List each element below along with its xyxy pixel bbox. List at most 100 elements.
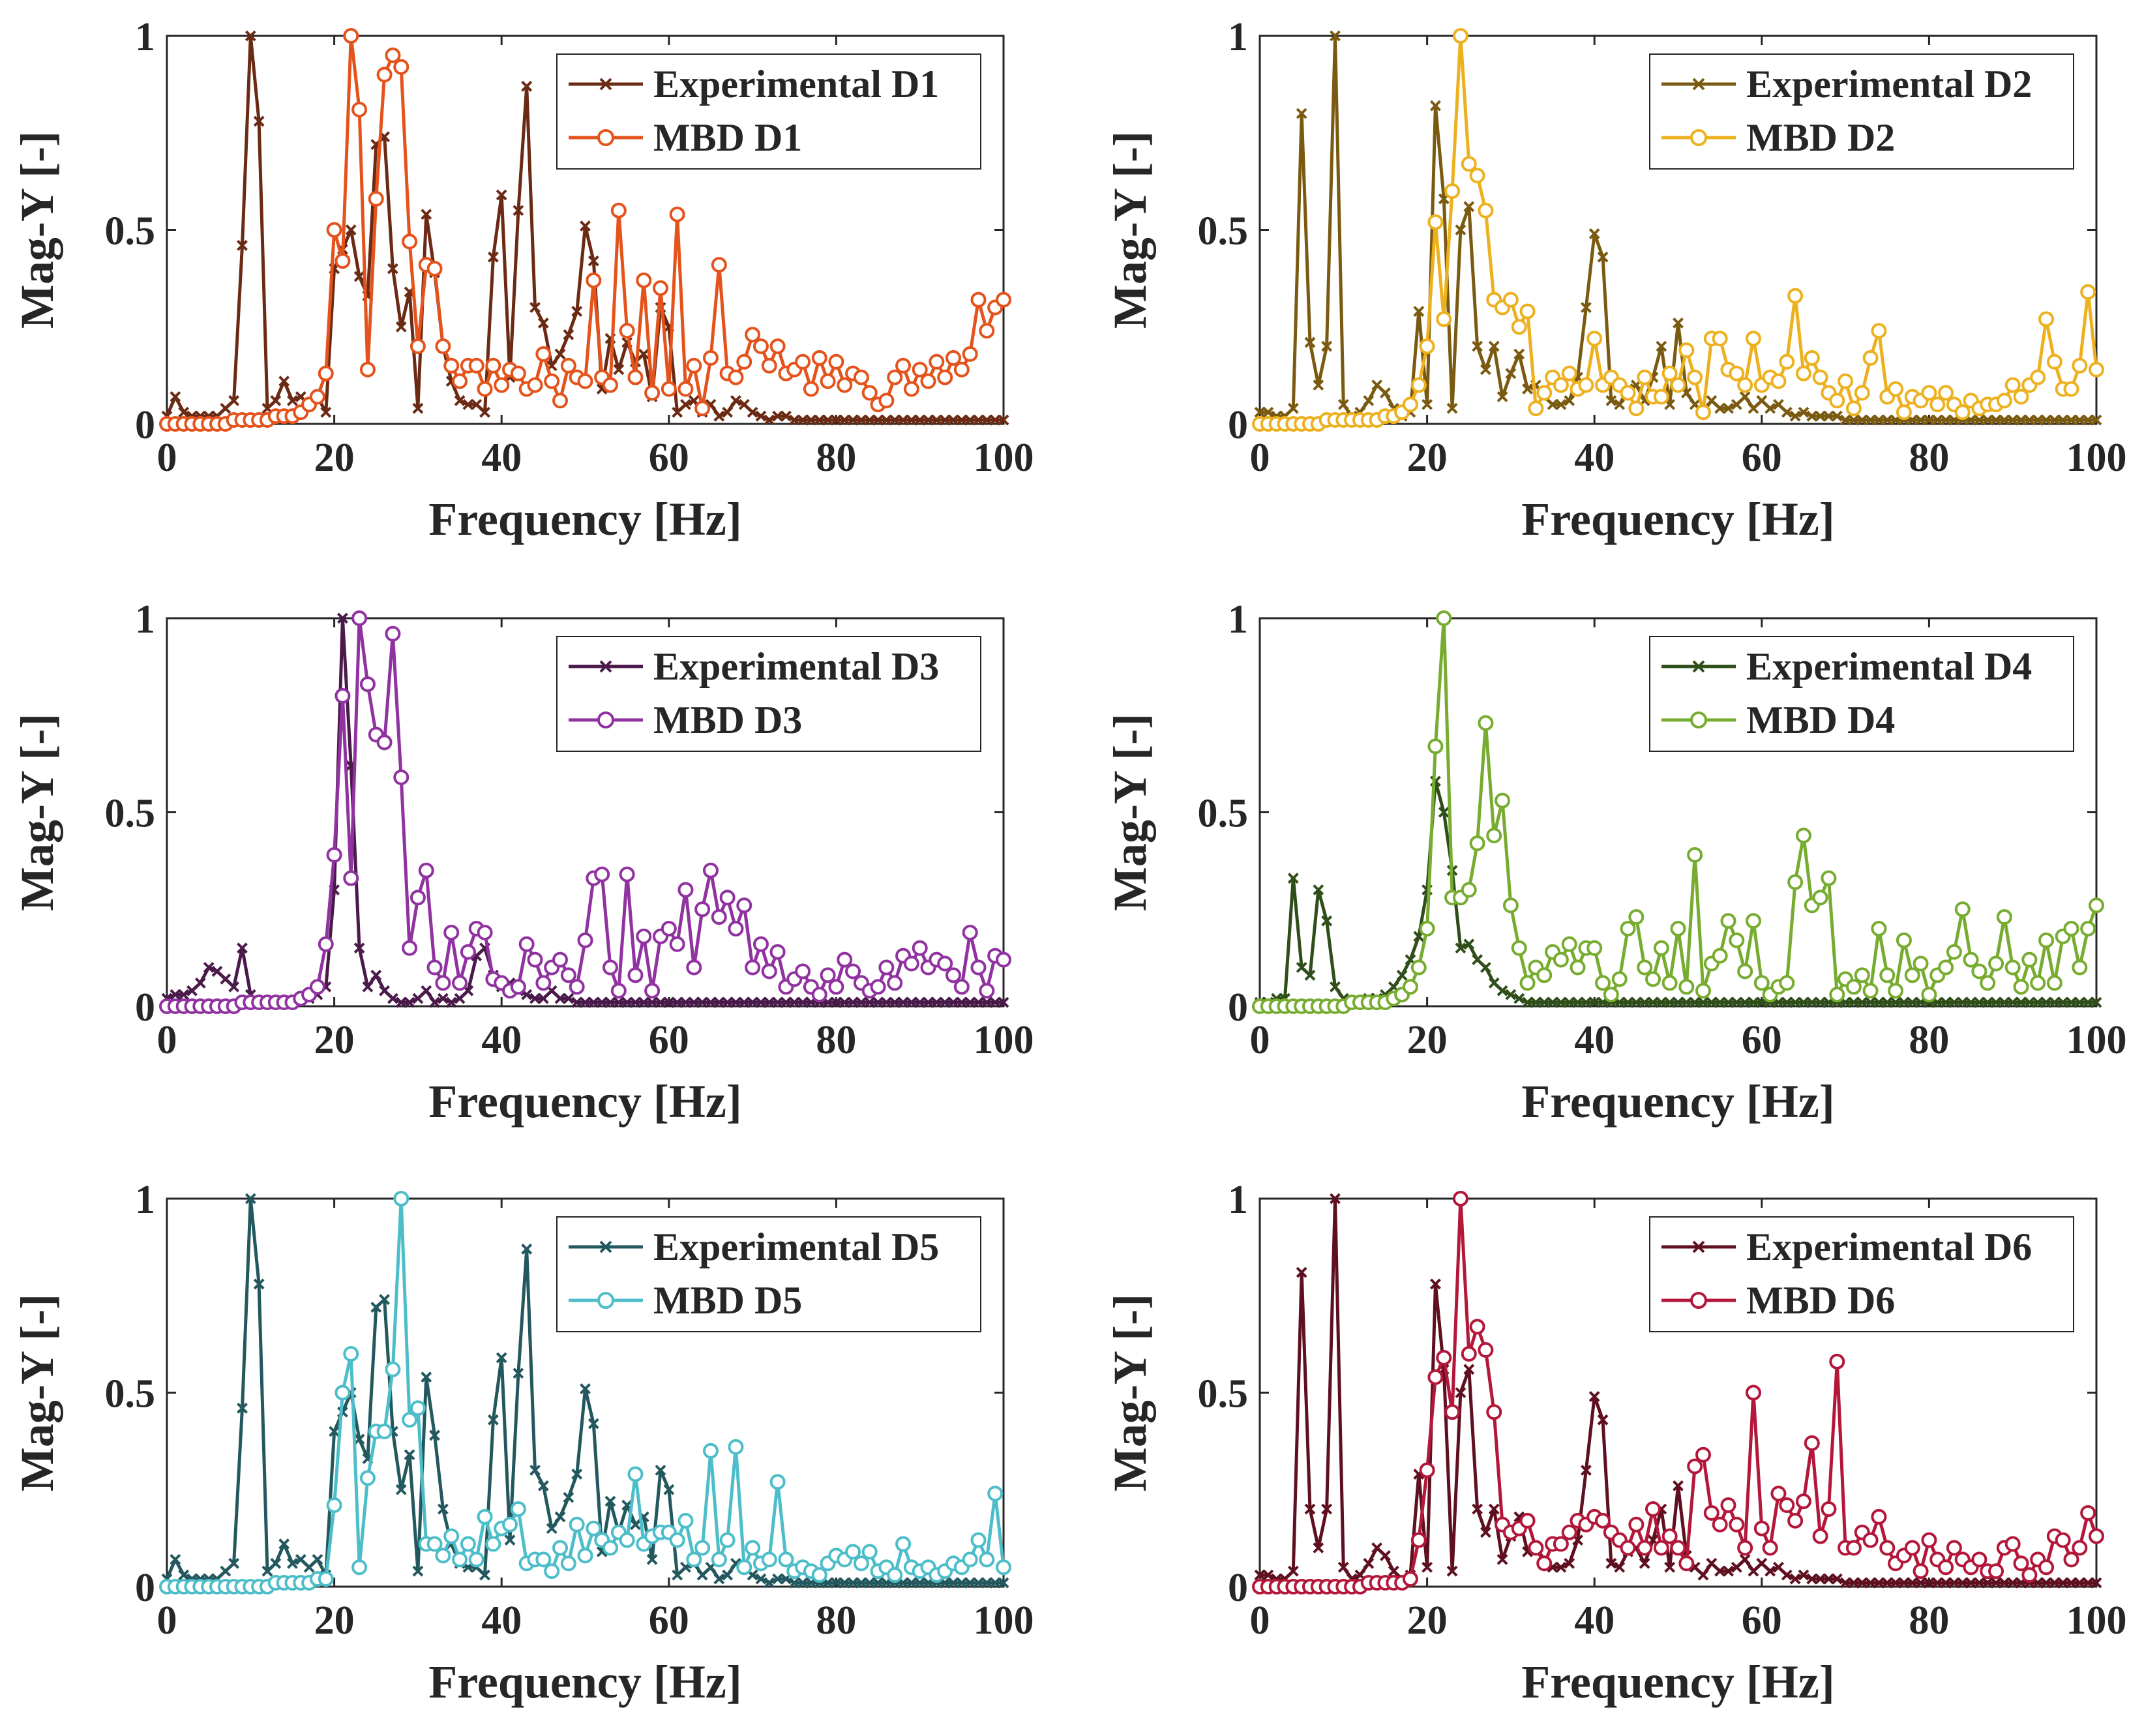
- data-point: [694, 400, 711, 417]
- data-point: [529, 993, 541, 1004]
- legend-entry: Experimental D6: [1661, 1225, 2032, 1268]
- data-point: [1848, 414, 1860, 426]
- data-point: [1653, 389, 1669, 405]
- data-point: [1547, 996, 1558, 1008]
- data-point: [2013, 1555, 2029, 1572]
- data-point: [318, 936, 334, 952]
- data-point: [627, 967, 644, 983]
- data-point: [853, 369, 869, 385]
- data-point: [1486, 828, 1502, 844]
- data-point: [2023, 996, 2035, 1008]
- data-point: [638, 348, 649, 360]
- data-point: [845, 963, 861, 980]
- data-point: [2074, 414, 2085, 426]
- data-point: [864, 414, 876, 426]
- data-point: [1845, 979, 1862, 995]
- data-point: [452, 1551, 468, 1568]
- data-point: [2074, 1577, 2085, 1589]
- data-point: [702, 1443, 719, 1459]
- x-tick-label: 40: [1574, 1018, 1615, 1062]
- data-point: [1915, 414, 1926, 426]
- data-point: [359, 676, 376, 693]
- data-point: [788, 414, 800, 426]
- data-point: [989, 996, 1001, 1008]
- data-point: [1547, 398, 1558, 410]
- data-point: [2032, 996, 2044, 1008]
- data-point: [537, 317, 549, 329]
- subplot-d1: 0 20 40 60 80 100 0 0.5 1 Frequency [Hz] Mag-Y [-]…: [11, 15, 1034, 545]
- data-point: [343, 28, 359, 44]
- data-point: [644, 983, 661, 999]
- data-point: [1511, 319, 1527, 335]
- data-point: [1472, 1503, 1483, 1515]
- data-point: [1402, 979, 1418, 995]
- data-point: [711, 909, 727, 925]
- data-point: [1436, 311, 1452, 327]
- x-tick-label: 80: [816, 436, 856, 480]
- data-point: [1748, 402, 1759, 414]
- y-axis-label: Mag-Y [-]: [11, 713, 63, 911]
- data-point: [1673, 996, 1684, 1008]
- data-point: [1879, 967, 1896, 983]
- data-point: [711, 1551, 727, 1568]
- data-point: [1845, 400, 1862, 417]
- y-tick-label: 0: [1228, 985, 1248, 1030]
- data-point: [359, 1470, 376, 1486]
- data-point: [2032, 414, 2044, 426]
- data-point: [1495, 792, 1511, 809]
- data-point: [1522, 996, 1533, 1008]
- data-point: [395, 1484, 407, 1495]
- data-point: [906, 1577, 917, 1589]
- series-mbd: [159, 1191, 1011, 1594]
- data-point: [443, 1528, 460, 1544]
- x-axis-label: Frequency [Hz]: [428, 493, 742, 545]
- data-point: [309, 979, 325, 995]
- data-point: [1511, 940, 1527, 956]
- legend-label: MBD D1: [653, 116, 802, 159]
- legend-marker: [599, 1240, 612, 1253]
- data-point: [1948, 996, 1960, 1008]
- data-point: [895, 357, 912, 374]
- y-tick-label: 0.5: [1198, 792, 1249, 836]
- data-point: [237, 239, 248, 251]
- data-point: [752, 338, 769, 354]
- data-point: [2082, 996, 2094, 1008]
- data-point: [814, 414, 826, 426]
- data-point: [1787, 874, 1804, 890]
- data-point: [563, 329, 574, 340]
- legend-box: [1649, 636, 2074, 752]
- data-point: [1731, 1561, 1742, 1573]
- data-point: [719, 1532, 736, 1548]
- legend-box: [1649, 53, 2074, 170]
- legend-marker: [1692, 1240, 1705, 1253]
- data-point: [1304, 1503, 1316, 1515]
- data-point: [1605, 395, 1617, 406]
- data-point: [421, 209, 432, 220]
- data-point: [1973, 414, 1985, 426]
- data-point: [362, 981, 374, 993]
- data-point: [335, 1384, 351, 1401]
- data-point: [186, 985, 198, 996]
- data-point: [1980, 975, 1996, 991]
- data-point: [788, 1577, 800, 1589]
- data-point: [1254, 406, 1266, 418]
- data-point: [822, 414, 833, 426]
- data-point: [906, 996, 917, 1008]
- legend-entry: MBD D2: [1661, 116, 1895, 159]
- data-point: [1862, 1532, 1879, 1548]
- data-point: [1806, 996, 1818, 1008]
- data-point: [1954, 901, 1971, 918]
- data-point: [1789, 1573, 1801, 1585]
- data-point: [2080, 921, 2096, 936]
- data-point: [1673, 1480, 1684, 1491]
- data-point: [1530, 996, 1541, 1008]
- data-point: [194, 977, 206, 989]
- data-point: [772, 1573, 784, 1585]
- data-point: [745, 959, 761, 976]
- data-point: [487, 1414, 499, 1426]
- data-point: [552, 393, 569, 409]
- data-point: [287, 1557, 298, 1569]
- data-point: [351, 102, 368, 118]
- data-point: [1957, 1577, 1969, 1589]
- data-point: [646, 996, 658, 1008]
